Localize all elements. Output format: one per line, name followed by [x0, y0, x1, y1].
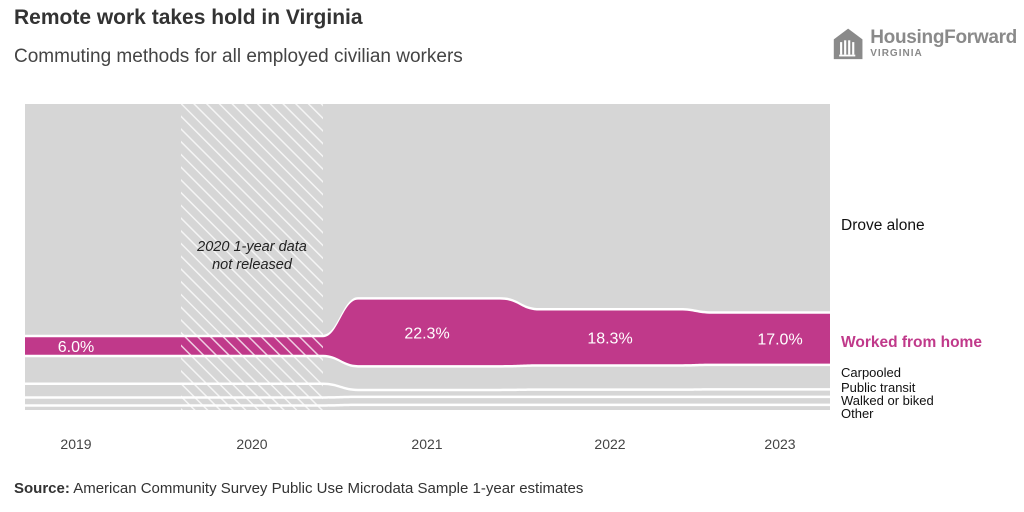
- data-label: 6.0%: [58, 339, 94, 356]
- chart-title: Remote work takes hold in Virginia: [14, 6, 363, 29]
- commuting-chart: 2020 1-year data not released 6.0% 22.3% 18.…: [25, 104, 983, 452]
- source-text: American Community Survey Public Use Mic…: [73, 480, 584, 497]
- building-icon: [833, 28, 863, 60]
- housingforward-logo[interactable]: HousingForward VIRGINIA: [832, 22, 1017, 64]
- series-bands: [25, 104, 830, 410]
- annotation-line: 2020 1-year data: [196, 239, 307, 255]
- annotation-2020: 2020 1-year data not released: [196, 239, 307, 273]
- source-label: Source:: [14, 480, 70, 497]
- data-label: 17.0%: [757, 332, 802, 349]
- no-data-overlay: [181, 104, 323, 410]
- annotation-line: not released: [212, 257, 293, 273]
- hatch-2020: [181, 104, 323, 410]
- legend-label: Drove alone: [841, 217, 925, 234]
- band-other: [25, 406, 830, 410]
- legend-label: Other: [841, 406, 874, 421]
- x-tick-label: 2023: [764, 436, 795, 452]
- x-tick-label: 2022: [594, 436, 625, 452]
- data-label: 22.3%: [404, 325, 449, 342]
- data-label: 18.3%: [587, 330, 632, 347]
- legend-label: Walked or biked: [841, 393, 934, 408]
- legend-label: Carpooled: [841, 365, 901, 380]
- legend-label: Public transit: [841, 380, 916, 395]
- x-tick-label: 2021: [411, 436, 442, 452]
- source-note: Source: American Community Survey Public…: [14, 480, 583, 497]
- legend-label: Worked from home: [841, 334, 982, 351]
- x-tick-label: 2019: [60, 436, 91, 452]
- band-walked-or-biked: [25, 398, 830, 405]
- chart-labels: 2020 1-year data not released 6.0% 22.3% 18.…: [58, 217, 983, 452]
- chart-subtitle: Commuting methods for all employed civil…: [14, 46, 463, 67]
- logo-subtitle: VIRGINIA: [870, 47, 923, 59]
- x-tick-label: 2020: [236, 436, 267, 452]
- logo-name: HousingForward: [870, 26, 1017, 48]
